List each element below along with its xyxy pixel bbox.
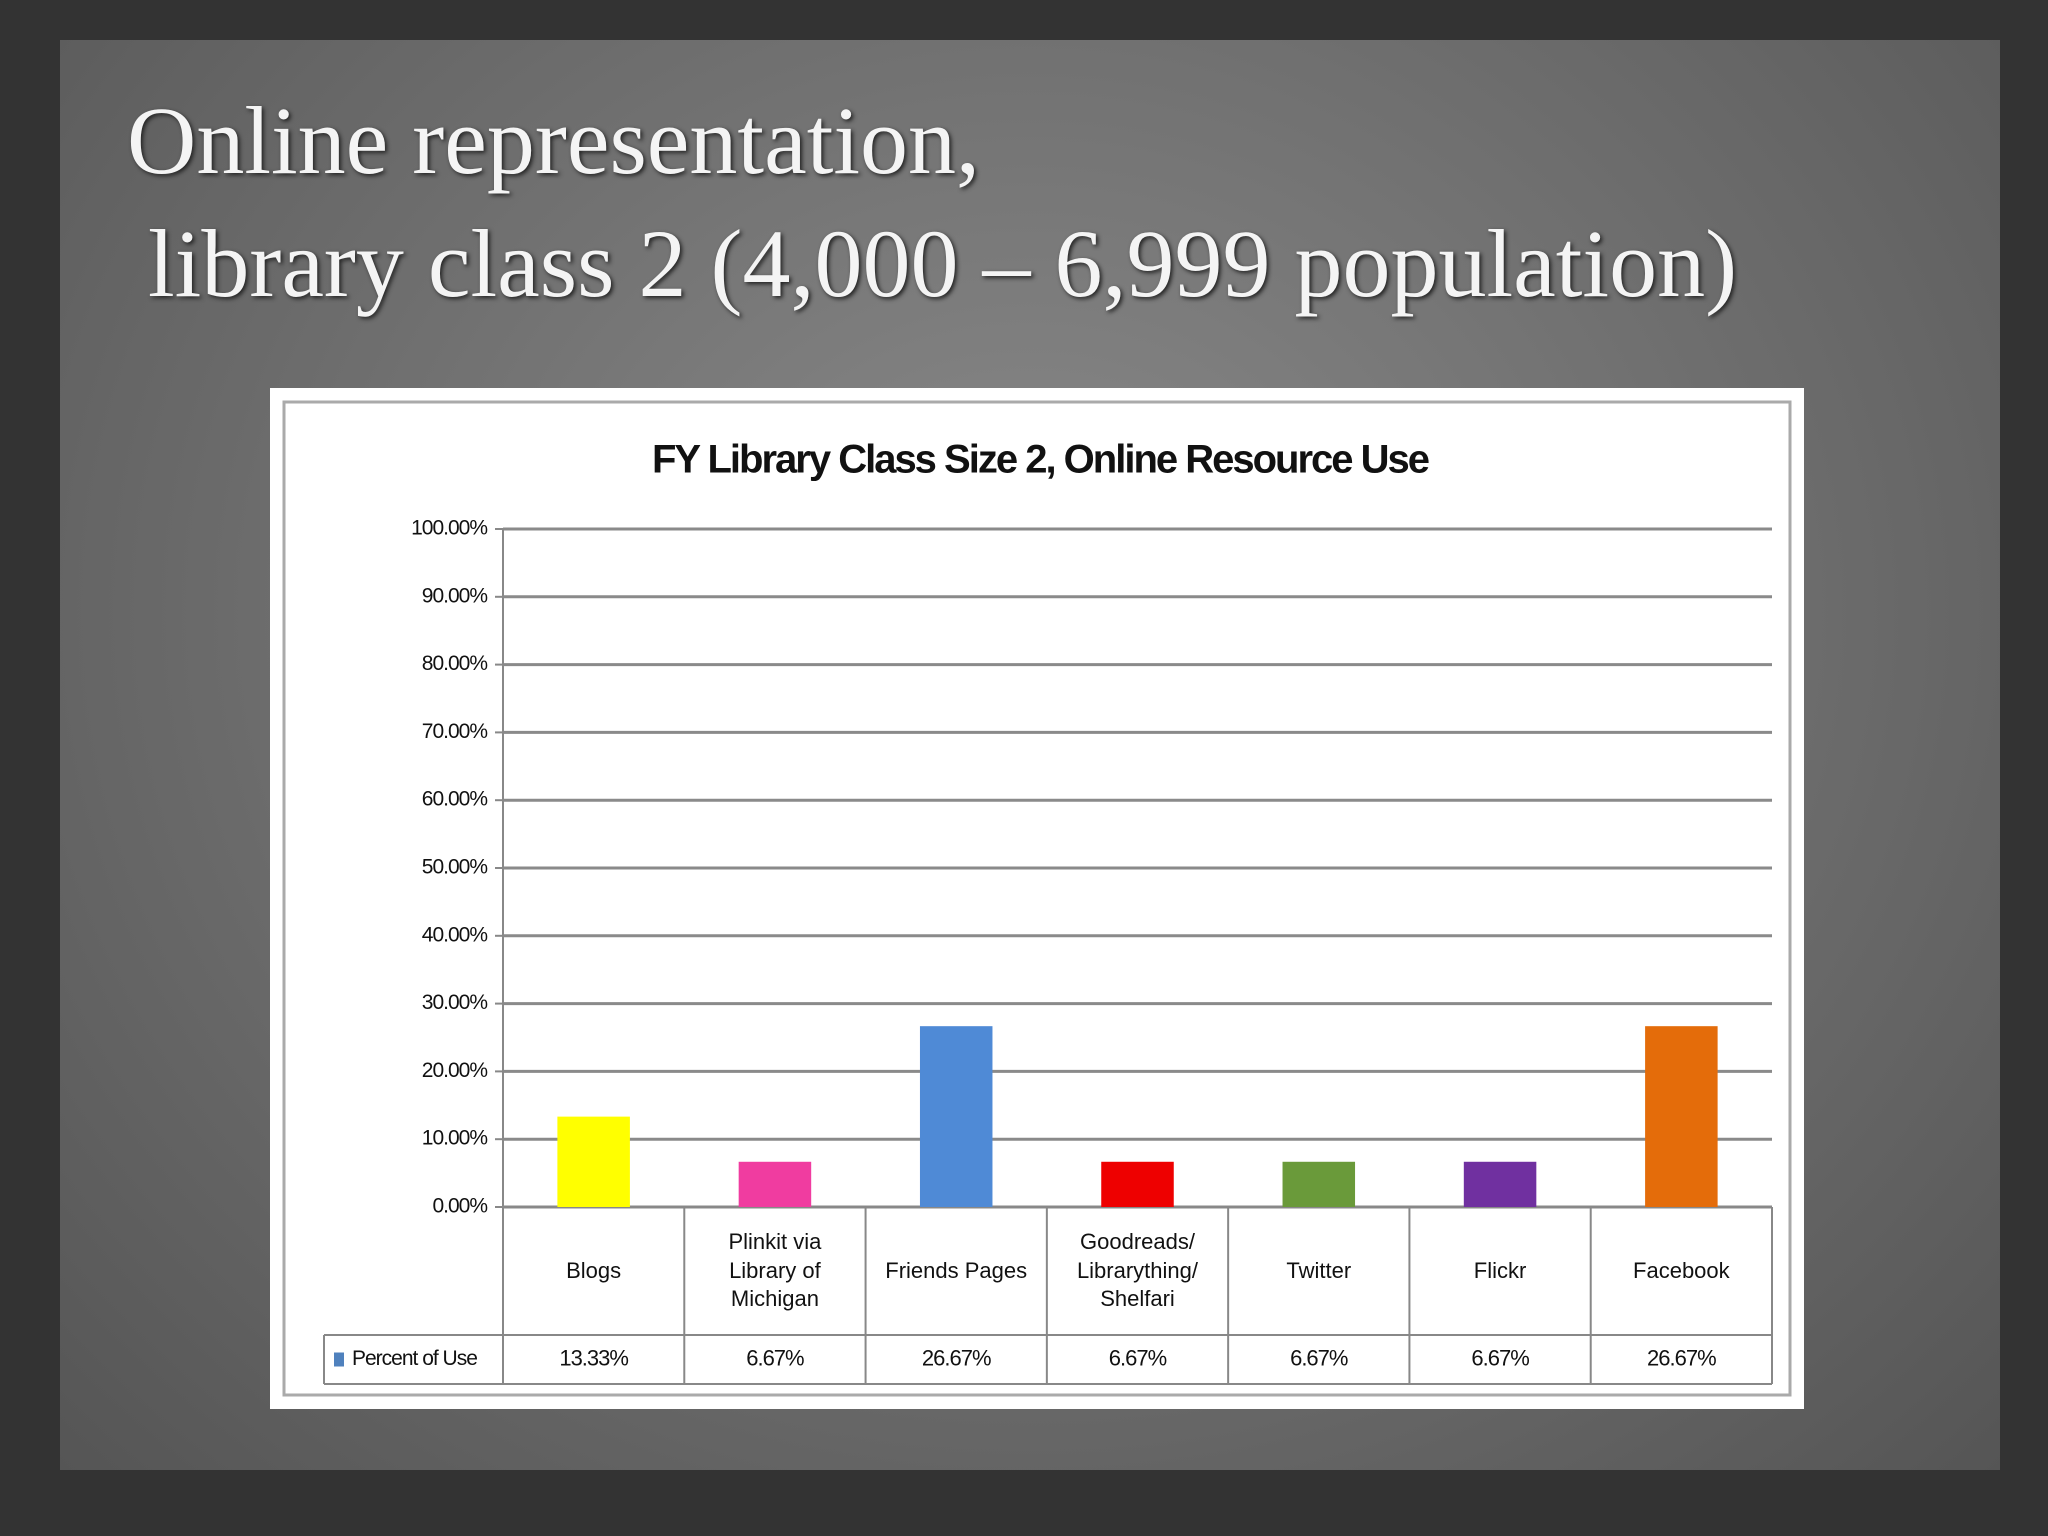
y-tick-label: 0.00% — [432, 1195, 487, 1218]
y-tick-label: 60.00% — [422, 788, 488, 811]
bar — [1645, 1026, 1718, 1207]
chart-frame — [270, 388, 1804, 1409]
x-tick-label: Blogs — [566, 1257, 622, 1283]
y-tick-label: 100.00% — [411, 517, 487, 540]
data-label: 6.67% — [1471, 1345, 1529, 1370]
slide-title: Online representation, — [127, 87, 981, 194]
y-tick-label: 10.00% — [422, 1127, 488, 1150]
x-tick-label: Twitter — [1286, 1257, 1352, 1283]
legend-label: Percent of Use — [352, 1347, 477, 1370]
y-tick-label: 50.00% — [422, 856, 488, 879]
data-label: 26.67% — [1647, 1345, 1716, 1370]
x-tick-label: Plinkit via Library of Michigan — [728, 1229, 822, 1312]
chart-title: FY Library Class Size 2, Online Resource… — [652, 438, 1429, 482]
y-tick-label: 90.00% — [422, 584, 488, 607]
x-tick-label: Facebook — [1633, 1257, 1730, 1283]
bar — [919, 1026, 993, 1207]
y-tick-label: 70.00% — [422, 720, 488, 743]
bar — [1282, 1161, 1356, 1207]
y-tick-label: 40.00% — [422, 923, 488, 946]
data-label: 26.67% — [922, 1345, 991, 1370]
y-tick-label: 20.00% — [422, 1059, 488, 1082]
bar — [1463, 1161, 1537, 1207]
x-tick-label: Goodreads/ Librarything/ Shelfari — [1076, 1229, 1199, 1312]
legend-key — [334, 1352, 344, 1367]
bar — [1101, 1161, 1174, 1207]
x-tick-label: Flickr — [1473, 1257, 1527, 1283]
data-label: 13.33% — [559, 1345, 628, 1370]
data-label: 6.67% — [1109, 1345, 1167, 1370]
data-label: 6.67% — [746, 1345, 804, 1370]
y-tick-label: 30.00% — [422, 991, 488, 1014]
data-label: 6.67% — [1290, 1345, 1348, 1370]
y-tick-label: 80.00% — [422, 652, 488, 675]
slide-title: library class 2 (4,000 – 6,999 populatio… — [148, 210, 1738, 317]
chart-border — [282, 400, 1792, 1397]
bar — [557, 1116, 630, 1207]
x-tick-label: Friends Pages — [885, 1257, 1028, 1283]
bar — [738, 1161, 812, 1207]
